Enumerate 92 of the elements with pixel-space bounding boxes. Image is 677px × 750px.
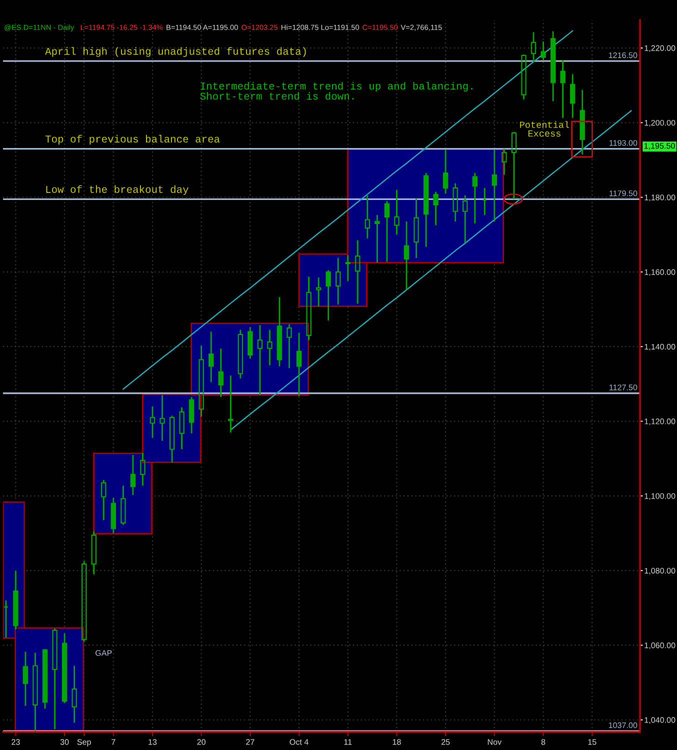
- candlestick: [276, 296, 282, 367]
- candlestick: [492, 149, 498, 222]
- y-tick-label: 1,200.00: [644, 120, 676, 127]
- y-tick-label: 1,120.00: [644, 418, 676, 426]
- ref-line-label: 1127.50: [610, 384, 638, 390]
- annotation: Top of previous balance area: [45, 134, 220, 145]
- candlestick: [316, 276, 322, 308]
- candlestick: [238, 329, 244, 380]
- candlestick: [22, 651, 28, 707]
- candlestick: [62, 632, 68, 704]
- candlestick: [511, 131, 517, 200]
- y-tick-label: 1,040.00: [644, 717, 676, 724]
- candlestick: [140, 452, 146, 486]
- candlestick: [267, 329, 272, 366]
- y-tick-label: 1,100.00: [644, 493, 676, 500]
- candlestick: [169, 414, 175, 464]
- x-tick-label: 18: [392, 739, 401, 745]
- annotation: April high (using unadjusted futures data): [45, 47, 306, 57]
- annotation: Intermediate-term trend is up and balancing. Short-term trend is down.: [200, 82, 472, 100]
- x-tick-label: 7: [112, 739, 116, 745]
- candlestick: [81, 560, 87, 642]
- candlestick: [550, 30, 556, 102]
- candlestick: [150, 406, 156, 439]
- y-tick-label: 1,160.00: [644, 269, 676, 276]
- candlestick: [414, 198, 419, 259]
- candlestick: [179, 406, 184, 450]
- y-tick-label: 1,220.00: [644, 45, 676, 52]
- candlestick: [433, 191, 438, 226]
- candlestick: [218, 348, 224, 398]
- y-tick-label: 1,080.00: [644, 568, 676, 575]
- candlestick: [452, 182, 458, 222]
- candlestick: [13, 570, 18, 630]
- candlestick: [228, 374, 234, 434]
- candlestick: [326, 269, 331, 322]
- candlestick: [72, 665, 77, 724]
- candlestick: [384, 200, 390, 262]
- candlestick: [423, 172, 429, 248]
- text: 1,195.50: [644, 142, 675, 150]
- x-tick-label: 20: [197, 739, 206, 745]
- candlestick: [32, 652, 38, 732]
- candlestick: [540, 40, 546, 61]
- x-tick-label: Nov: [488, 739, 502, 745]
- candlestick: [336, 257, 341, 306]
- y-tick-label: 1,140.00: [644, 344, 676, 351]
- x-tick-label: 11: [344, 739, 352, 745]
- candlestick: [286, 324, 292, 369]
- candlestick: [502, 148, 507, 176]
- x-tick-label: 30: [60, 739, 69, 745]
- candlestick: [462, 194, 468, 244]
- ref-line-label: 1179.50: [610, 190, 638, 196]
- x-tick-label: 23: [12, 739, 20, 745]
- candlestick: [394, 189, 400, 236]
- candlestick: [374, 214, 380, 264]
- x-tick-label: Sep: [77, 739, 91, 746]
- candlestick: [160, 394, 165, 442]
- candlestick: [91, 530, 96, 575]
- candlestick: [472, 172, 478, 224]
- candlestick: [208, 330, 214, 383]
- candlestick: [130, 454, 136, 496]
- candlestick: [296, 332, 302, 397]
- ref-line-label: 1193.00: [610, 140, 638, 146]
- x-tick-label: 15: [588, 739, 596, 745]
- candlestick: [580, 89, 585, 156]
- y-tick-label: 1,060.00: [644, 642, 676, 650]
- ref-line-label: 1037.00: [608, 722, 638, 728]
- x-tick-label: Oct 4: [290, 739, 308, 745]
- ref-line-label: 1216.50: [608, 52, 638, 58]
- candlestick: [530, 31, 536, 63]
- candlestick: [101, 479, 106, 521]
- candlestick: [120, 484, 126, 526]
- x-tick-label: 25: [442, 739, 450, 745]
- annotation: Potential Excess: [520, 121, 570, 137]
- annotation: GAP: [96, 650, 112, 656]
- x-tick-label: 27: [246, 739, 254, 745]
- candlestick: [257, 324, 263, 396]
- candlestick: [521, 54, 526, 100]
- candlestick: [442, 149, 448, 194]
- x-tick-label: 8: [541, 739, 546, 745]
- candlestick: [364, 194, 370, 240]
- candlestick: [52, 628, 58, 730]
- y-tick-label: 1,180.00: [644, 194, 676, 202]
- candlestick: [110, 497, 116, 534]
- candlestick: [570, 73, 576, 119]
- candlestick: [355, 240, 360, 304]
- candlestick: [188, 396, 194, 434]
- candlestick: [404, 220, 410, 290]
- candlestick: [560, 59, 566, 119]
- candlestick: [345, 254, 350, 282]
- candlestick: [198, 344, 204, 418]
- candlestick: [306, 276, 312, 341]
- annotation: Low of the breakout day: [46, 185, 188, 195]
- x-tick-label: 13: [148, 739, 157, 745]
